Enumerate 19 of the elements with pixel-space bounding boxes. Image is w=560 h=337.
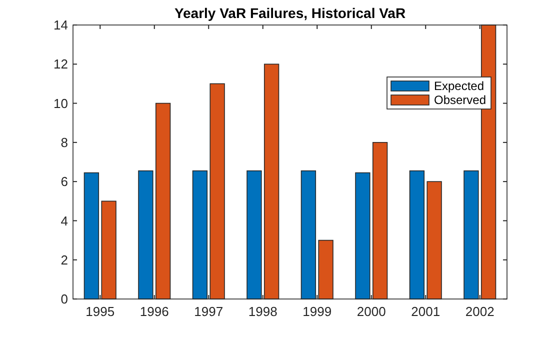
x-tick-label: 1997 bbox=[194, 304, 224, 319]
y-tick-label: 4 bbox=[60, 213, 68, 228]
x-tick-label: 2000 bbox=[356, 304, 386, 319]
x-tick-label: 2001 bbox=[411, 304, 440, 319]
legend-label: Expected bbox=[434, 79, 484, 94]
y-tick-label: 12 bbox=[54, 56, 68, 72]
y-tick-label: 2 bbox=[60, 252, 68, 268]
y-tick-label: 14 bbox=[54, 18, 68, 33]
x-tick-label: 1995 bbox=[86, 304, 115, 319]
y-tick-label: 8 bbox=[60, 134, 68, 150]
legend-label: Observed bbox=[434, 93, 486, 108]
x-tick-label: 1998 bbox=[248, 304, 278, 319]
y-tick-label: 10 bbox=[54, 96, 68, 111]
chart-title: Yearly VaR Failures, Historical VaR bbox=[174, 5, 406, 21]
x-tick-label: 1996 bbox=[140, 304, 169, 319]
x-tick-label: 2002 bbox=[465, 304, 494, 319]
y-tick-label: 6 bbox=[60, 174, 68, 190]
x-tick-label: 1999 bbox=[302, 304, 332, 319]
y-tick-label: 0 bbox=[60, 292, 68, 307]
